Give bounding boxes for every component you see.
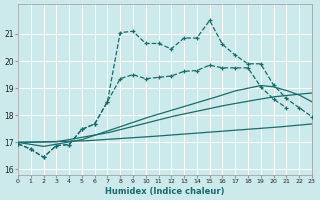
X-axis label: Humidex (Indice chaleur): Humidex (Indice chaleur) [105, 187, 225, 196]
